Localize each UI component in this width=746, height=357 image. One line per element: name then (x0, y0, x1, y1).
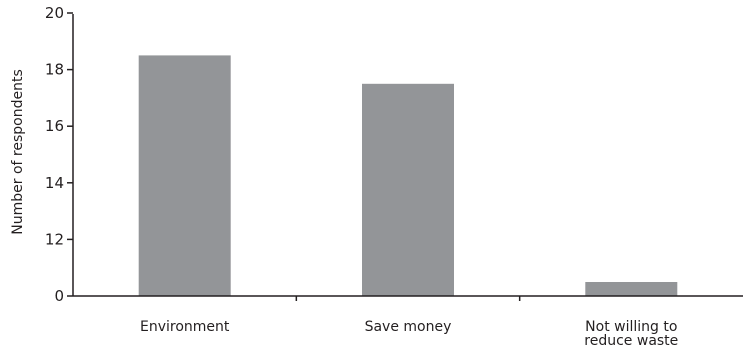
x-labels-group: Environment Save money Not willing toreduc… (140, 319, 678, 349)
y-tick-label-3: 16 (45, 117, 64, 135)
bar-2 (585, 282, 678, 296)
bar-0 (138, 55, 231, 297)
bar-1 (362, 83, 454, 297)
x-category-label-2-0: Not willing to (585, 319, 677, 335)
y-tick-label-0: 0 (54, 287, 64, 305)
y-tick-label-4: 18 (45, 61, 64, 79)
axes-group (72, 14, 743, 301)
x-category-label-2-1: reduce waste (584, 333, 678, 349)
y-tick-label-5: 20 (45, 4, 64, 22)
x-category-label-0-0: Environment (140, 319, 230, 335)
x-category-label-1-0: Save money (365, 319, 452, 335)
y-ticks-group: 0 12 14 16 18 20 (45, 4, 73, 305)
bars-group (138, 55, 678, 297)
y-tick-label-2: 14 (45, 174, 64, 192)
y-axis-title: Number of respondents (10, 69, 26, 234)
y-tick-label-1: 12 (45, 230, 64, 248)
